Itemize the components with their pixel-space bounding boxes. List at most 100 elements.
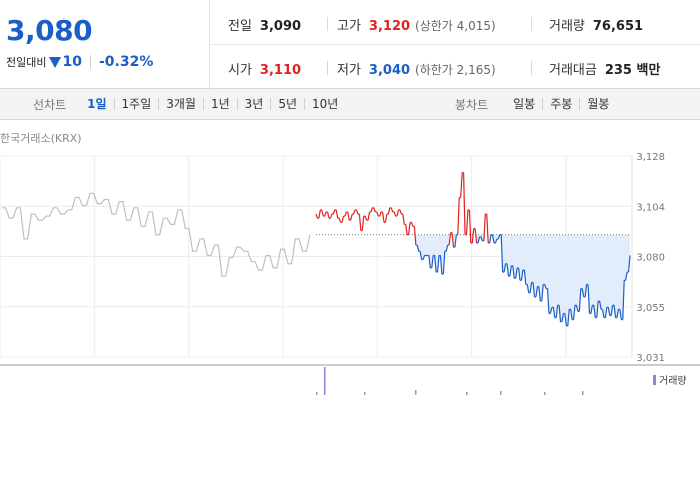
change-row: 전일대비 10 -0.32%	[6, 54, 153, 70]
price-line-segment	[515, 267, 518, 279]
price-line-segment	[552, 307, 556, 318]
price-line-segment	[572, 305, 576, 320]
lower-limit: (하한가 2,165)	[415, 63, 496, 77]
price-line-segment	[541, 284, 544, 302]
tab-weekly-candle[interactable]: 주봉	[543, 98, 581, 110]
stat-label: 저가	[337, 63, 361, 78]
price-line-segment	[506, 263, 510, 277]
price-line-segment	[468, 209, 472, 244]
price-line-segment	[477, 236, 481, 244]
price-line-segment	[419, 251, 423, 260]
divider	[89, 55, 91, 69]
price-line-segment	[607, 307, 611, 316]
price-line-segment	[596, 300, 599, 318]
stat-open: 시가 3,110	[228, 59, 301, 78]
stat-low: 저가 3,040 (하한가 2,165)	[337, 59, 496, 78]
y-tick-label: 3,128	[636, 152, 665, 163]
price-line-segment	[471, 228, 475, 244]
price-line-segment	[497, 234, 501, 240]
price-line-segment	[422, 255, 426, 260]
stat-label: 시가	[228, 63, 252, 78]
price-line-segment	[376, 211, 379, 217]
tab-1-day[interactable]: 1일	[80, 98, 115, 110]
upper-limit: (상한가 4,015)	[415, 19, 496, 33]
price-line-segment	[517, 267, 521, 281]
price-line-segment	[350, 213, 353, 221]
price-line-segment	[549, 307, 553, 314]
price-line-segment	[373, 207, 376, 213]
stat-value: 235 백만	[604, 63, 661, 78]
price-line-segment	[442, 251, 446, 275]
price-line-segment	[486, 213, 489, 244]
price-line-segment	[581, 288, 585, 298]
price-line-segment	[613, 305, 617, 318]
price-line-segment	[500, 234, 504, 273]
divider	[327, 61, 328, 75]
price-line-segment	[578, 288, 582, 312]
change-label: 전일대비	[6, 56, 47, 69]
price-line-segment	[448, 232, 452, 246]
price-line-segment	[451, 232, 455, 248]
price-line-segment	[326, 211, 330, 219]
price-line-segment	[512, 265, 515, 279]
stat-value: 76,651	[592, 19, 644, 34]
price-line-segment	[390, 207, 394, 213]
tab-3-years[interactable]: 3년	[238, 98, 272, 110]
previous-day-line	[2, 192, 311, 277]
y-tick-label: 3,055	[636, 303, 665, 314]
stat-volume: 거래량 76,651	[549, 15, 643, 34]
price-line-segment	[454, 234, 457, 248]
price-line-segment	[445, 244, 449, 252]
price-line-segment	[332, 209, 336, 215]
price-line-segment	[526, 284, 530, 293]
price-line-segment	[405, 224, 408, 235]
price-line-segment	[347, 211, 350, 221]
price-line-segment	[379, 211, 382, 217]
volume-bar	[582, 391, 584, 395]
price-line-segment	[410, 222, 414, 227]
down-triangle-icon	[49, 56, 62, 68]
price-line-segment	[564, 313, 567, 326]
price-line-segment	[480, 236, 483, 242]
y-tick-label: 3,031	[636, 353, 665, 364]
price-line-segment	[367, 211, 371, 221]
tab-1-year[interactable]: 1년	[204, 98, 238, 110]
price-line-segment	[402, 213, 405, 225]
volume-bar	[500, 391, 502, 395]
price-line-segment	[535, 286, 538, 297]
stat-value: 3,120	[368, 19, 411, 34]
price-line-segment	[570, 309, 573, 320]
price-line-segment	[355, 209, 359, 215]
stat-label: 거래량	[549, 19, 585, 34]
line-chart-label: 선차트	[33, 97, 67, 112]
price-line-segment	[561, 313, 565, 322]
tab-1-week[interactable]: 1주일	[115, 98, 160, 110]
stat-value: 3,090	[259, 19, 302, 34]
data-source-label: 한국거래소(KRX)	[0, 132, 82, 145]
stat-prev-close: 전일 3,090	[228, 15, 301, 34]
tab-3-months[interactable]: 3개월	[159, 98, 204, 110]
price-line-segment	[520, 269, 524, 281]
price-line-segment	[509, 265, 512, 277]
price-line-segment	[393, 211, 397, 217]
y-tick-label: 3,080	[636, 253, 665, 264]
price-line-segment	[489, 234, 492, 244]
price-line-segment	[321, 209, 324, 217]
divider	[531, 17, 532, 31]
tab-5-years[interactable]: 5년	[271, 98, 306, 110]
y-tick-label: 3,104	[636, 202, 665, 213]
divider	[210, 44, 700, 45]
tab-10-years[interactable]: 10년	[312, 97, 339, 111]
price-line-segment	[538, 286, 541, 302]
price-line-segment	[315, 213, 319, 219]
volume-bar	[324, 367, 326, 395]
price-line-segment	[546, 288, 550, 314]
tab-monthly-candle[interactable]: 월봉	[587, 97, 610, 111]
price-line-segment	[361, 216, 365, 231]
tab-daily-candle[interactable]: 일봉	[506, 98, 544, 110]
price-line-segment	[587, 284, 591, 314]
price-line-segment	[544, 284, 547, 289]
candle-chart-label: 봉차트	[455, 97, 489, 112]
price-line-segment	[318, 209, 321, 219]
price-line-segment	[599, 300, 602, 310]
